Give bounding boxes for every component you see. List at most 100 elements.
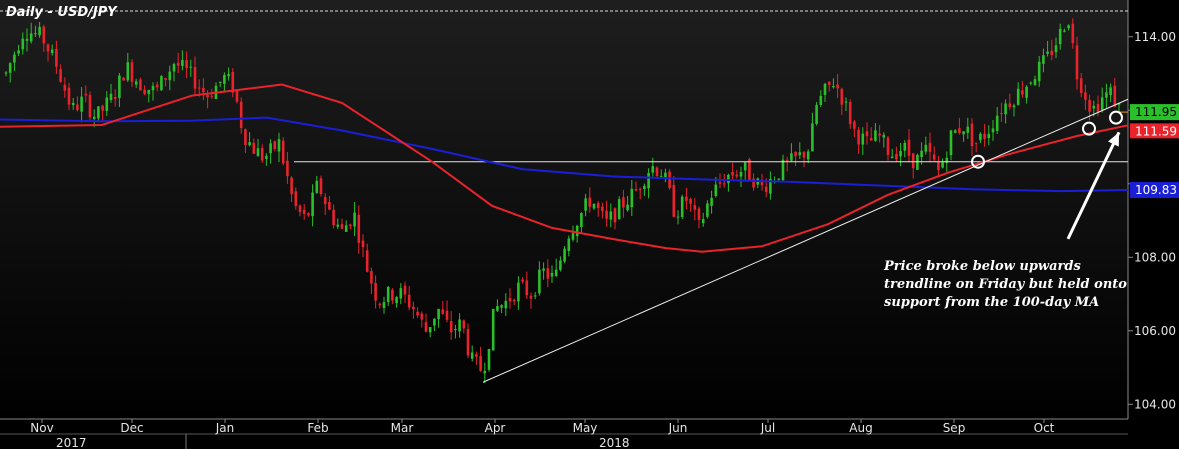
annotation-text: Price broke below upwards bbox=[883, 259, 1081, 274]
candle-body bbox=[727, 174, 730, 184]
candle-body bbox=[672, 184, 676, 217]
candle-body bbox=[735, 174, 739, 177]
candle-body bbox=[231, 71, 235, 93]
candle-body bbox=[1042, 55, 1045, 64]
candle-body bbox=[210, 96, 214, 98]
candle-body bbox=[769, 178, 772, 194]
candle-body bbox=[357, 214, 361, 243]
candle-body bbox=[907, 139, 911, 156]
candle-body bbox=[525, 280, 529, 296]
candle-body bbox=[71, 102, 75, 106]
candle-body bbox=[718, 182, 722, 184]
candle-body bbox=[739, 171, 743, 177]
candle-body bbox=[17, 50, 20, 54]
ma-200-badge-label: 109.83 bbox=[1135, 183, 1177, 197]
candle-body bbox=[777, 178, 781, 180]
candle-body bbox=[588, 197, 592, 207]
candle-body bbox=[160, 76, 163, 91]
candle-body bbox=[680, 196, 684, 218]
candle-body bbox=[609, 211, 613, 220]
candle-body bbox=[155, 84, 159, 88]
candle-body bbox=[979, 133, 982, 141]
x-tick-label: Dec bbox=[120, 421, 143, 435]
candle-body bbox=[685, 196, 688, 201]
candle-body bbox=[63, 84, 67, 91]
x-tick-label: Sep bbox=[943, 421, 966, 435]
lines-layer bbox=[0, 10, 1129, 383]
candle-body bbox=[626, 204, 629, 211]
candle-body bbox=[668, 171, 671, 189]
candle-body bbox=[361, 240, 365, 248]
candle-body bbox=[105, 97, 109, 111]
candle-body bbox=[953, 130, 957, 133]
candle-body bbox=[987, 133, 991, 139]
candle-body bbox=[286, 160, 289, 177]
candle-body bbox=[470, 352, 474, 359]
year-label: 2018 bbox=[599, 436, 630, 449]
candle-body bbox=[1000, 113, 1003, 115]
candle-body bbox=[785, 159, 789, 161]
candle-body bbox=[529, 295, 533, 299]
candle-body bbox=[710, 197, 713, 206]
candle-body bbox=[928, 142, 932, 152]
candle-body bbox=[790, 153, 793, 161]
candle-body bbox=[227, 74, 230, 77]
candle-body bbox=[1075, 45, 1079, 80]
candle-body bbox=[844, 101, 848, 103]
candle-body bbox=[50, 49, 54, 54]
candle-body bbox=[874, 130, 877, 141]
candle-body bbox=[315, 180, 319, 193]
candle-body bbox=[139, 79, 142, 91]
candle-body bbox=[412, 306, 415, 310]
candle-body bbox=[42, 26, 46, 44]
candle-body bbox=[319, 178, 323, 194]
candle-body bbox=[437, 308, 440, 320]
candle-body bbox=[239, 101, 243, 129]
candle-body bbox=[223, 74, 226, 84]
candle-body bbox=[504, 300, 508, 309]
candle-body bbox=[1113, 85, 1117, 107]
candle-body bbox=[344, 225, 348, 232]
candle-body bbox=[617, 199, 621, 220]
candle-body bbox=[962, 131, 965, 135]
candle-body bbox=[693, 205, 697, 210]
candle-body bbox=[84, 93, 88, 96]
candle-body bbox=[311, 192, 314, 217]
y-tick-label: 104.00 bbox=[1134, 397, 1176, 411]
candle-body bbox=[118, 75, 121, 98]
candle-body bbox=[508, 297, 512, 302]
candle-body bbox=[1033, 79, 1037, 86]
annotation-text: trendline on Friday but held onto bbox=[884, 277, 1127, 292]
candle-body bbox=[890, 156, 894, 159]
candle-body bbox=[424, 322, 428, 332]
candle-body bbox=[281, 140, 285, 164]
candles-layer bbox=[4, 18, 1121, 383]
candle-body bbox=[517, 282, 520, 302]
candle-body bbox=[483, 370, 487, 374]
candle-body bbox=[659, 175, 663, 177]
candle-body bbox=[25, 38, 29, 41]
candle-body bbox=[1008, 103, 1012, 108]
candle-body bbox=[256, 148, 260, 157]
candle-body bbox=[895, 154, 898, 160]
candle-body bbox=[1071, 23, 1075, 44]
candle-body bbox=[920, 150, 923, 158]
candle-body bbox=[861, 133, 865, 145]
candle-body bbox=[1067, 25, 1070, 29]
candle-body bbox=[500, 305, 503, 308]
plot-background bbox=[0, 0, 1128, 419]
candle-body bbox=[550, 272, 554, 277]
highlight-circle bbox=[1109, 110, 1123, 125]
candle-body bbox=[113, 96, 117, 99]
candle-body bbox=[563, 248, 566, 262]
candle-body bbox=[349, 224, 352, 227]
candle-body bbox=[613, 208, 617, 223]
candle-body bbox=[407, 294, 411, 308]
ma-200-badge-box bbox=[1130, 182, 1179, 199]
candle-body bbox=[567, 238, 571, 251]
ma-100-badge-box bbox=[1130, 123, 1179, 139]
candle-body bbox=[97, 106, 100, 119]
candle-body bbox=[916, 154, 919, 170]
x-tick-label: Apr bbox=[485, 421, 506, 435]
candle-body bbox=[1054, 45, 1058, 53]
